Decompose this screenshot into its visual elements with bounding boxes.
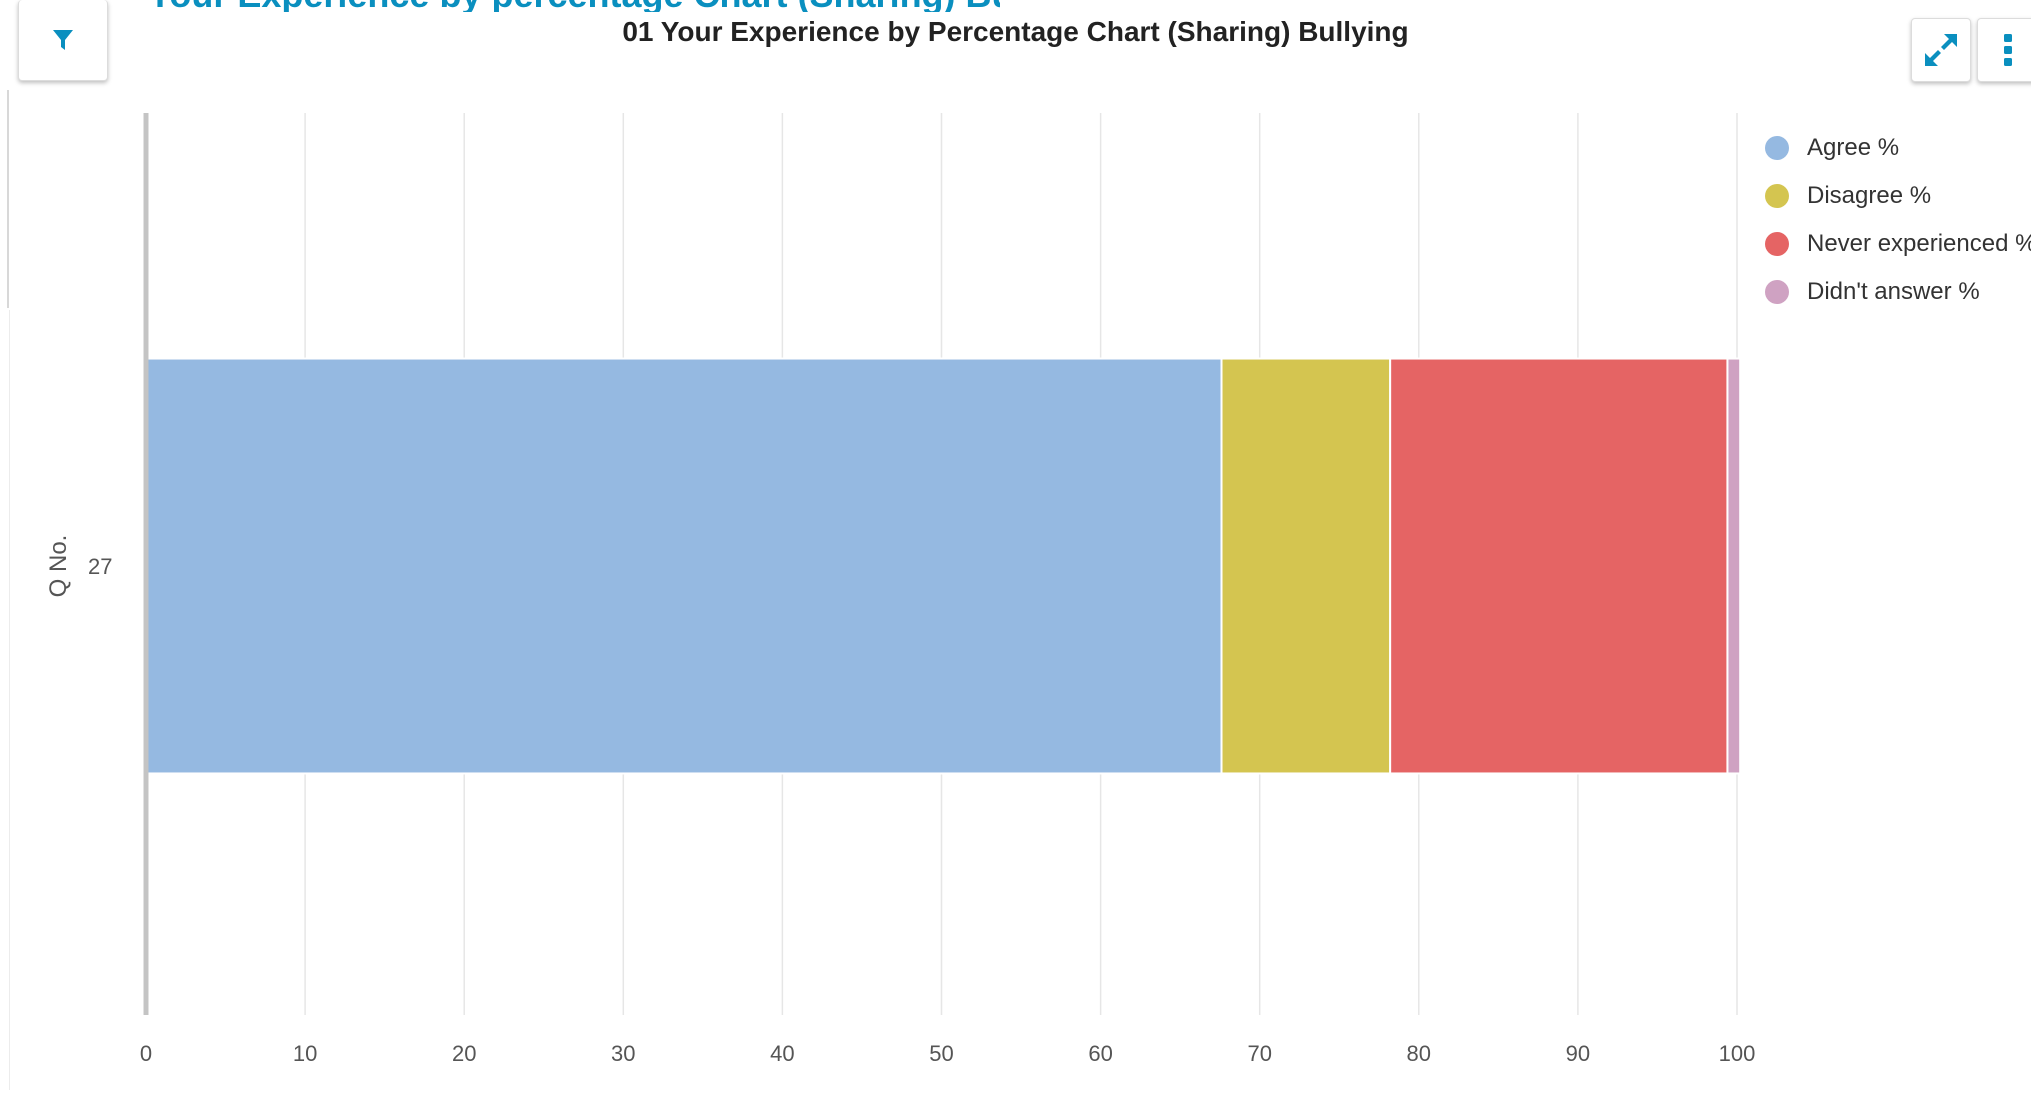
- x-tick-label: 90: [1566, 1041, 1590, 1066]
- x-tick-label: 20: [452, 1041, 476, 1066]
- x-tick-label: 30: [611, 1041, 635, 1066]
- x-tick-label: 60: [1088, 1041, 1112, 1066]
- expand-button[interactable]: [1911, 18, 1971, 82]
- legend-item[interactable]: Disagree %: [1765, 172, 2031, 220]
- legend-item[interactable]: Agree %: [1765, 124, 2031, 172]
- x-tick-label: 100: [1719, 1041, 1756, 1066]
- page-title-partial: Your Experience by percentage Chart (Sha…: [148, 0, 1000, 12]
- filter-button[interactable]: [18, 0, 108, 81]
- x-tick-label: 50: [929, 1041, 953, 1066]
- panel-left-border: [7, 90, 9, 308]
- chart-legend: Agree % Disagree % Never experienced % Didn…: [1765, 124, 2031, 316]
- bar-segment-disagree[interactable]: [1220, 357, 1392, 775]
- y-axis-title: Q No.: [45, 535, 72, 598]
- axes: 0 10 20 30 40 50 60 70 80 90 100 27 Q No.: [45, 113, 1755, 1066]
- x-tick-label: 70: [1247, 1041, 1271, 1066]
- legend-swatch: [1765, 232, 1789, 256]
- panel-left-border-lower: [9, 310, 10, 1090]
- bar-segment-didn-t-answer[interactable]: [1726, 357, 1742, 775]
- legend-swatch: [1765, 280, 1789, 304]
- header-strip: Your Experience by percentage Chart (Sha…: [0, 0, 1000, 12]
- more-vertical-icon: [2004, 34, 2012, 66]
- legend-item[interactable]: Didn't answer %: [1765, 268, 2031, 316]
- y-tick-label: 27: [88, 554, 112, 579]
- legend-label: Didn't answer %: [1807, 278, 1980, 305]
- legend-label: Disagree %: [1807, 182, 1932, 209]
- bar-segment-agree[interactable]: [145, 357, 1223, 775]
- expand-icon: [1925, 34, 1957, 66]
- x-tick-label: 80: [1407, 1041, 1431, 1066]
- legend-swatch: [1765, 184, 1789, 208]
- bars: [145, 357, 1742, 775]
- legend-item[interactable]: Never experienced %: [1765, 220, 2031, 268]
- x-tick-label: 40: [770, 1041, 794, 1066]
- bar-segment-never-experienced[interactable]: [1389, 357, 1729, 775]
- x-tick-label: 10: [293, 1041, 317, 1066]
- x-tick-label: 0: [140, 1041, 152, 1066]
- filter-icon: [53, 30, 73, 50]
- more-menu-button[interactable]: [1977, 18, 2031, 82]
- legend-label: Never experienced %: [1807, 230, 2031, 257]
- legend-swatch: [1765, 136, 1789, 160]
- legend-label: Agree %: [1807, 134, 1900, 161]
